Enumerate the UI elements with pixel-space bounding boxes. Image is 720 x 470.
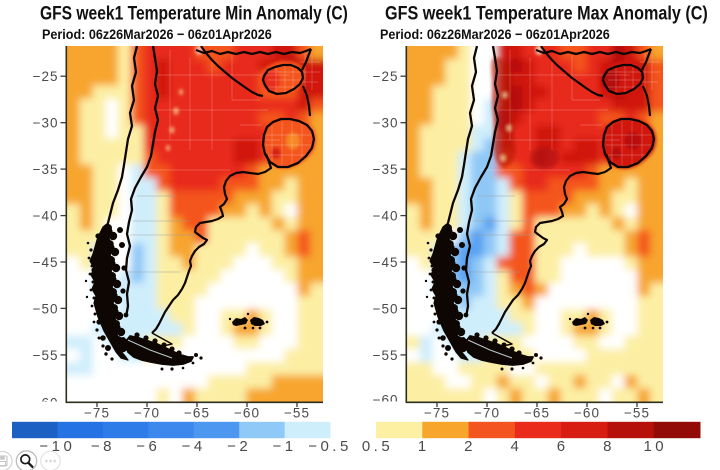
svg-text:−60: −60	[33, 396, 59, 411]
svg-text:6: 6	[557, 438, 569, 455]
svg-text:−4: −4	[182, 438, 206, 455]
svg-text:−0.5: −0.5	[308, 438, 352, 455]
svg-text:−60: −60	[234, 406, 260, 421]
svg-text:−65: −65	[524, 406, 550, 421]
svg-text:1: 1	[418, 438, 430, 455]
svg-text:−55: −55	[373, 348, 399, 363]
svg-text:−10: −10	[39, 438, 75, 455]
svg-text:−70: −70	[134, 406, 160, 421]
svg-text:−55: −55	[284, 406, 310, 421]
svg-text:−45: −45	[33, 255, 59, 270]
svg-text:−30: −30	[373, 116, 399, 131]
svg-text:−60: −60	[574, 406, 600, 421]
svg-text:−50: −50	[373, 301, 399, 316]
svg-text:−65: −65	[184, 406, 210, 421]
svg-text:−35: −35	[33, 162, 59, 177]
svg-text:Period: 06z26Mar2026 − 06z01Ap: Period: 06z26Mar2026 − 06z01Apr2026	[380, 26, 610, 42]
svg-text:−45: −45	[373, 255, 399, 270]
svg-text:−30: −30	[33, 116, 59, 131]
svg-text:−70: −70	[474, 406, 500, 421]
svg-text:−1: −1	[273, 438, 297, 455]
svg-text:8: 8	[603, 438, 615, 455]
svg-text:−55: −55	[33, 348, 59, 363]
svg-text:GFS week1 Temperature Max Anom: GFS week1 Temperature Max Anomaly (C)	[385, 2, 708, 24]
svg-text:−75: −75	[84, 406, 110, 421]
svg-text:2: 2	[464, 438, 476, 455]
svg-text:−75: −75	[424, 406, 450, 421]
svg-text:−25: −25	[33, 69, 59, 84]
svg-text:−25: −25	[373, 69, 399, 84]
svg-text:−50: −50	[33, 301, 59, 316]
svg-text:−55: −55	[624, 406, 650, 421]
svg-text:−40: −40	[33, 209, 59, 224]
svg-text:10: 10	[643, 438, 667, 455]
svg-text:Period: 06z26Mar2026 − 06z01Ap: Period: 06z26Mar2026 − 06z01Apr2026	[42, 26, 272, 42]
svg-text:−35: −35	[373, 162, 399, 177]
svg-text:−60: −60	[373, 393, 399, 408]
svg-text:0.5: 0.5	[362, 438, 393, 455]
svg-text:4: 4	[510, 438, 522, 455]
svg-text:−2: −2	[227, 438, 251, 455]
svg-text:−8: −8	[91, 438, 115, 455]
svg-text:GFS week1 Temperature Min Anom: GFS week1 Temperature Min Anomaly (C)	[40, 2, 348, 24]
svg-text:−6: −6	[136, 438, 160, 455]
svg-text:−40: −40	[373, 209, 399, 224]
